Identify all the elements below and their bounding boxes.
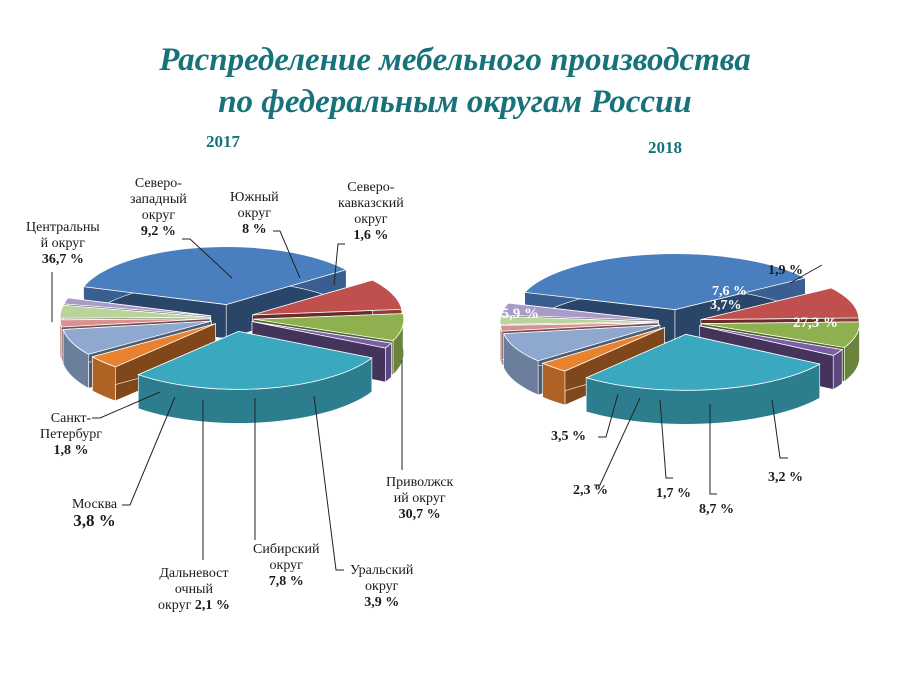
label-2018-central: 35,9 % — [494, 306, 539, 322]
title-line-2: по федеральным округам России — [218, 84, 692, 120]
pie-chart-2017 — [59, 246, 405, 424]
label-2017-moscow: Москва 3,8 % — [72, 497, 118, 530]
pie-chart-2018 — [499, 253, 860, 425]
title-line-1: Распределение мебельного производства — [159, 42, 751, 78]
label-2017-siberia: Сибирский округ 7,8 % — [253, 542, 320, 589]
label-2017-spb: Санкт- Петербург 1,8 % — [40, 411, 102, 458]
label-2018-extra: 3,7% — [710, 298, 742, 313]
label-2017-ural: Уральский округ 3,9 % — [350, 563, 414, 610]
label-2018-ural: 3,2 % — [768, 470, 803, 485]
label-2018-spb: 3,5 % — [551, 429, 586, 444]
pie-slice-4 — [585, 333, 821, 425]
label-2018-siberia: 8,7 % — [699, 502, 734, 517]
leader-lines — [51, 230, 823, 571]
label-2018-far-east: 1,7 % — [656, 486, 691, 501]
label-2017-south: Южный округ 8 % — [230, 190, 279, 237]
label-2017-far-east: Дальневост очный округ 2,1 % — [158, 566, 230, 613]
label-2018-south: 7,6 % — [712, 284, 747, 299]
label-2017-north-caucasus: Северо-кавказский округ 1,6 % — [338, 180, 404, 243]
label-2018-north-caucasus: 1,9 % — [768, 263, 803, 278]
label-2017-central: Центральны й округ 36,7 % — [26, 220, 100, 267]
label-2018-moscow: 2,3 % — [573, 483, 608, 498]
year-2018-label: 2018 — [648, 138, 682, 157]
label-2017-volga: Приволжск ий округ 30,7 % — [386, 475, 454, 522]
label-2017-northwest: Северо-западный округ 9,2 % — [130, 176, 187, 239]
label-2018-volga: 27,3 % — [793, 315, 838, 331]
pie-slice-4 — [137, 330, 373, 424]
year-2017-label: 2017 — [206, 132, 240, 151]
